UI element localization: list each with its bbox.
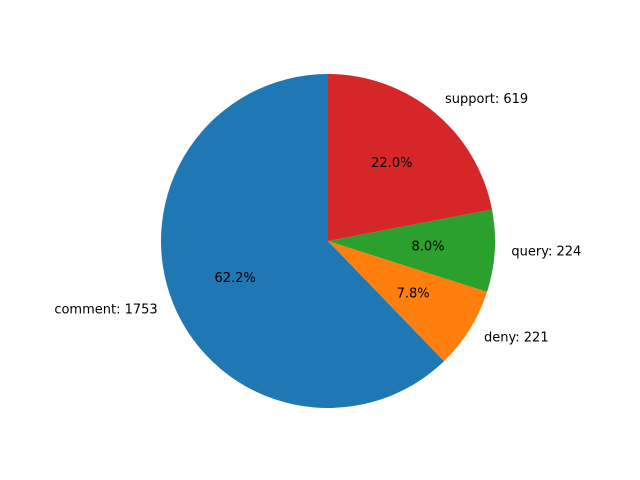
percent-label-comment: 62.2% xyxy=(214,271,255,286)
pie-slice-comment xyxy=(161,74,445,409)
pie-labels: comment: 1753 62.2% deny: 221 7.8% query: 22… xyxy=(54,92,581,346)
slice-label-deny: deny: 221 xyxy=(484,330,549,345)
pie-slice-deny xyxy=(328,241,488,362)
pie-slices xyxy=(161,74,496,409)
slice-label-comment: comment: 1753 xyxy=(54,302,157,317)
slice-label-query: query: 224 xyxy=(511,244,581,259)
percent-label-support: 22.0% xyxy=(371,156,412,171)
pie-slice-query xyxy=(328,209,496,292)
percent-label-query: 8.0% xyxy=(412,239,445,254)
slice-label-support: support: 619 xyxy=(445,92,528,107)
pie-slice-support xyxy=(328,74,492,241)
percent-label-deny: 7.8% xyxy=(397,286,430,301)
